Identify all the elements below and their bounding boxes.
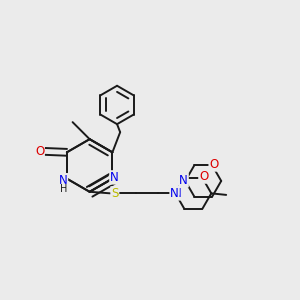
Text: O: O (35, 145, 44, 158)
Text: O: O (199, 170, 208, 183)
Text: N: N (179, 174, 188, 187)
Text: H: H (60, 184, 68, 194)
Text: N: N (110, 171, 119, 184)
Text: N: N (59, 174, 68, 187)
Text: N: N (172, 187, 181, 200)
Text: S: S (111, 187, 118, 200)
Text: N: N (170, 187, 179, 200)
Text: O: O (209, 158, 218, 171)
